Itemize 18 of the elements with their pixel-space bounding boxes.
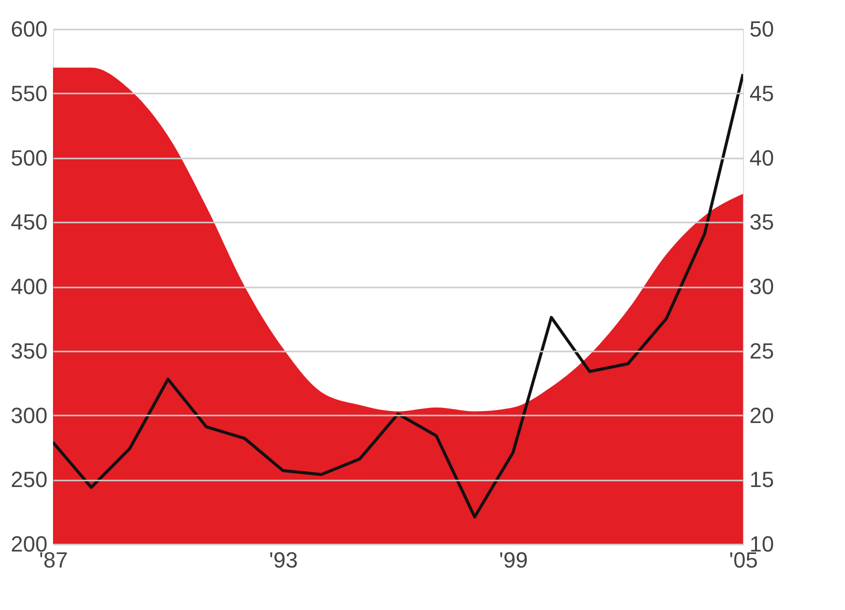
y-tick-label: 550 bbox=[10, 80, 48, 106]
y2-tick-label: 50 bbox=[750, 16, 774, 42]
y2-tick-label: 35 bbox=[750, 210, 774, 235]
y2-tick-label: 30 bbox=[750, 274, 774, 299]
y-tick-label: 400 bbox=[10, 274, 48, 299]
x-tick-label: '93 bbox=[269, 548, 298, 572]
y-tick-label: 250 bbox=[10, 467, 48, 492]
y2-tick-label: 40 bbox=[750, 145, 774, 170]
y2-tick-label: 45 bbox=[750, 80, 774, 106]
y-tick-label: 350 bbox=[10, 338, 48, 364]
y2-tick-label: 15 bbox=[750, 467, 774, 492]
y2-tick-label: 25 bbox=[750, 338, 774, 364]
y-tick-label: 600 bbox=[10, 16, 48, 42]
y-tick-label: 450 bbox=[10, 210, 48, 235]
y2-tick-label: 20 bbox=[750, 402, 774, 428]
y-tick-label: 300 bbox=[10, 402, 48, 428]
x-tick-label: '99 bbox=[499, 548, 528, 572]
y-tick-label: 500 bbox=[10, 145, 48, 170]
